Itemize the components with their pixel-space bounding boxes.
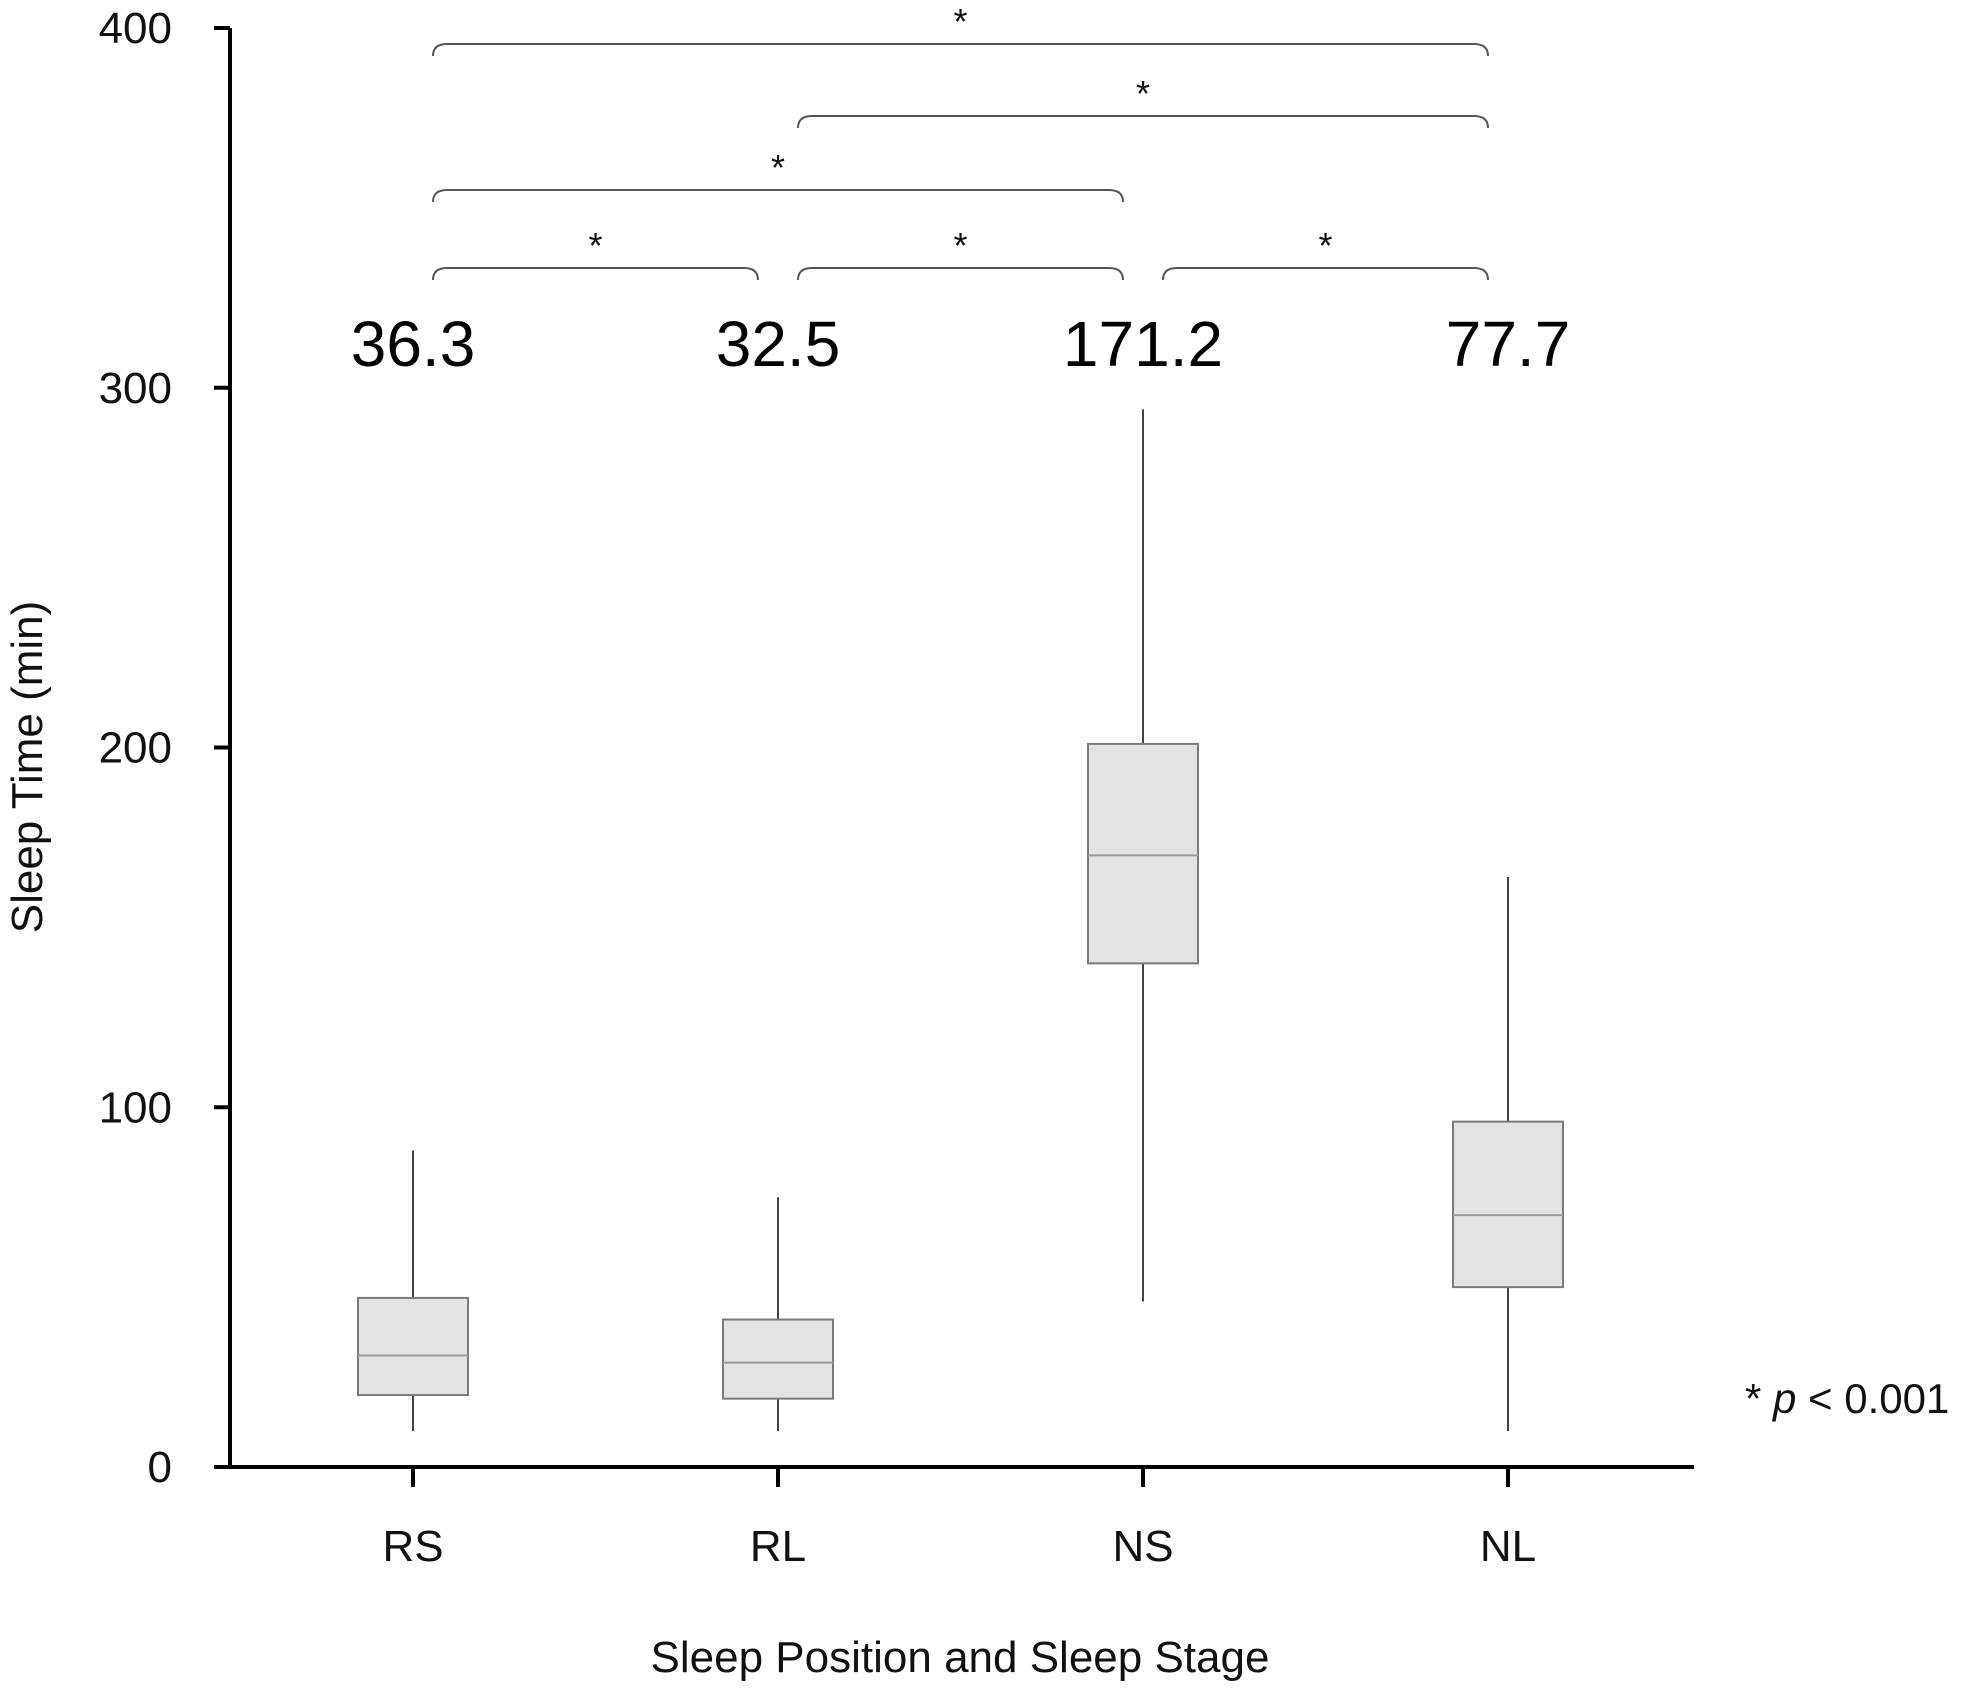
significance-star: *	[771, 147, 785, 188]
mean-label-rl: 32.5	[716, 308, 841, 380]
x-tick-label: NL	[1480, 1522, 1536, 1571]
box-nl	[1452, 877, 1564, 1432]
bracket-rl-ns: *	[797, 225, 1124, 281]
box-rs	[357, 1150, 469, 1432]
p-value-note-prefix: *	[1745, 1375, 1773, 1422]
significance-star: *	[953, 225, 967, 266]
y-tick-label: 0	[148, 1443, 172, 1492]
bracket-line	[797, 267, 1124, 281]
bracket-line	[1162, 267, 1489, 281]
box-ns	[1087, 409, 1199, 1302]
significance-star: *	[588, 225, 602, 266]
y-axis-title: Sleep Time (min)	[3, 601, 52, 934]
bracket-line	[432, 43, 1489, 57]
p-value-note-var: p	[1771, 1375, 1796, 1422]
mean-label-rs: 36.3	[351, 308, 476, 380]
x-axis-title: Sleep Position and Sleep Stage	[651, 1633, 1270, 1682]
y-tick-label: 400	[99, 4, 172, 53]
y-tick-label: 100	[99, 1083, 172, 1132]
y-tick-label: 300	[99, 364, 172, 413]
bracket-rs-ns: *	[432, 147, 1124, 203]
y-ticks: 0 100 200 300 400	[99, 4, 230, 1492]
box-iqr	[1087, 742, 1199, 965]
box-rl	[722, 1197, 834, 1432]
mean-label-nl: 77.7	[1446, 308, 1571, 380]
box-iqr	[357, 1296, 469, 1397]
box-series	[357, 409, 1564, 1432]
mean-labels: 36.3 32.5 171.2 77.7	[351, 308, 1571, 380]
bracket-rs-nl: *	[432, 1, 1489, 57]
bracket-rl-nl: *	[797, 73, 1489, 129]
p-value-note: * p < 0.001	[1745, 1375, 1949, 1422]
x-ticks: RS RL NS NL	[382, 1467, 1536, 1571]
significance-star: *	[1318, 225, 1332, 266]
x-tick-label: NS	[1112, 1522, 1173, 1571]
x-tick-label: RL	[750, 1522, 806, 1571]
box-iqr	[1452, 1120, 1564, 1289]
significance-star: *	[1136, 73, 1150, 114]
mean-label-ns: 171.2	[1063, 308, 1223, 380]
x-tick-label: RS	[382, 1522, 443, 1571]
box-iqr	[722, 1318, 834, 1400]
bracket-line	[797, 115, 1489, 129]
bracket-ns-nl: *	[1162, 225, 1489, 281]
bracket-line	[432, 267, 759, 281]
y-tick-label: 200	[99, 724, 172, 773]
bracket-rs-rl: *	[432, 225, 759, 281]
p-value-note-suffix: < 0.001	[1796, 1375, 1949, 1422]
significance-brackets: * * * * * *	[432, 1, 1489, 281]
bracket-line	[432, 189, 1124, 203]
significance-star: *	[953, 1, 967, 42]
